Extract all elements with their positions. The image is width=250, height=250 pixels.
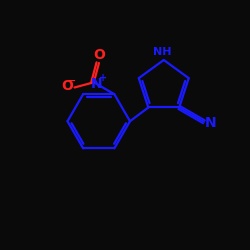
Text: −: − (67, 76, 77, 86)
Text: N: N (205, 116, 217, 130)
Text: +: + (99, 73, 107, 83)
Text: O: O (94, 48, 106, 62)
Text: O: O (62, 79, 74, 93)
Text: NH: NH (153, 47, 172, 57)
Text: N: N (91, 76, 102, 90)
